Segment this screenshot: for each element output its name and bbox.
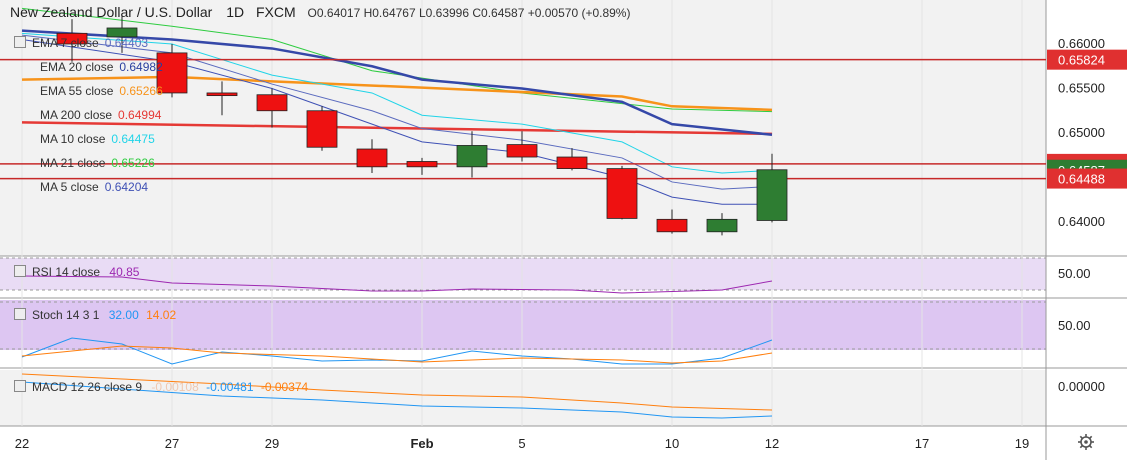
macd-line <box>21 381 773 419</box>
collapse-box-icon[interactable] <box>14 308 26 320</box>
collapse-box-icon[interactable] <box>14 380 26 392</box>
legend-value: 0.64475 <box>111 132 155 146</box>
y-tick-label: 0.66000 <box>1058 36 1105 51</box>
legend-label: MA 10 close <box>40 132 106 146</box>
legend-item: EMA 20 close 0.64982 <box>40 60 163 74</box>
legend-value: 0.65266 <box>119 84 163 98</box>
x-tick-label: 5 <box>518 436 525 451</box>
x-tick-label: 12 <box>765 436 779 451</box>
stoch-legend: Stoch 14 3 1 32.00 14.02 <box>14 308 176 322</box>
rsi-legend: RSI 14 close 40.85 <box>14 265 139 279</box>
candle-body <box>556 156 588 169</box>
legend-value: 0.64982 <box>119 60 163 74</box>
x-tick-label: 10 <box>665 436 679 451</box>
x-tick-label: Feb <box>410 436 433 451</box>
legend-value: 0.64403 <box>104 36 149 50</box>
macd-signal-line <box>21 373 773 411</box>
stoch-label: Stoch 14 3 1 <box>32 308 100 322</box>
legend-label: EMA 7 close <box>32 36 99 50</box>
osc-tick-label: 50.00 <box>1058 266 1091 281</box>
candle-body <box>256 94 288 112</box>
x-tick-label: 19 <box>1015 436 1029 451</box>
stoch-d-line <box>21 345 773 364</box>
candle-body <box>306 110 338 148</box>
candle-body <box>156 52 188 94</box>
price-label-bg <box>1047 168 1127 189</box>
x-tick-label: 27 <box>165 436 179 451</box>
y-tick-label: 0.65500 <box>1058 81 1105 96</box>
candle-body <box>56 32 88 45</box>
legend-item: MA 200 close 0.64994 <box>40 108 161 122</box>
stoch-k-value: 32.00 <box>108 308 139 322</box>
legend-value: 0.64204 <box>104 180 149 194</box>
legend-item: MA 10 close 0.64475 <box>40 132 155 146</box>
rsi-value: 40.85 <box>109 265 140 279</box>
settings-gear-icon[interactable] <box>1078 434 1094 450</box>
rsi-band <box>0 258 1046 290</box>
price-label: 0.65824 <box>1058 53 1105 68</box>
ohlc-readout: O0.64017 H0.64767 L0.63996 C0.64587 +0.0… <box>307 6 631 20</box>
ma21-line <box>21 7 773 113</box>
legend-label: MA 21 close <box>40 156 106 170</box>
candle-body <box>606 168 638 219</box>
legend-item: MA 5 close 0.64204 <box>40 180 148 194</box>
macd-value-3: -0.00374 <box>260 380 309 394</box>
osc-tick-label: 0.00000 <box>1058 379 1105 394</box>
x-tick-label: 17 <box>915 436 929 451</box>
stoch-d-value: 14.02 <box>146 308 177 322</box>
x-tick-label: 22 <box>15 436 29 451</box>
macd-value-1: -0.00108 <box>151 380 199 394</box>
price-label-bg <box>1047 49 1127 70</box>
macd-value-2: -0.00481 <box>206 380 254 394</box>
legend-value: 0.64994 <box>118 108 162 122</box>
symbol-title: New Zealand Dollar / U.S. Dollar <box>10 4 213 20</box>
candle-body <box>106 27 138 38</box>
y-tick-label: 0.64000 <box>1058 214 1105 229</box>
legend-label: EMA 20 close <box>40 60 114 74</box>
legend-item: EMA 7 close 0.64403 <box>14 36 148 50</box>
main-pane-bg <box>0 0 1046 256</box>
legend-item: EMA 55 close 0.65266 <box>40 84 163 98</box>
macd-legend: MACD 12 26 close 9 -0.00108 -0.00481 -0.… <box>14 380 308 394</box>
candle-body <box>706 218 738 233</box>
candle-body <box>756 169 788 221</box>
candle-body <box>656 218 688 233</box>
legend-label: MA 200 close <box>40 108 113 122</box>
y-tick-label: 0.65000 <box>1058 125 1105 140</box>
ema20-line <box>21 29 773 137</box>
legend-item: MA 21 close 0.65226 <box>40 156 155 170</box>
macd-label: MACD 12 26 close 9 <box>32 380 143 394</box>
osc-tick-label: 50.00 <box>1058 318 1091 333</box>
macd-pane-bg <box>0 370 1046 426</box>
candle-body <box>206 92 238 97</box>
stoch-band <box>0 300 1046 350</box>
interval[interactable]: 1D <box>226 4 245 20</box>
price-label: 0.64488 <box>1058 172 1105 187</box>
data-source: FXCM <box>255 4 296 20</box>
collapse-box-icon[interactable] <box>14 36 26 48</box>
legend-label: EMA 55 close <box>40 84 114 98</box>
legend-label: MA 5 close <box>40 180 99 194</box>
candle-body <box>406 161 438 168</box>
candle-body <box>506 144 538 158</box>
rsi-line <box>21 275 773 294</box>
legend-value: 0.65226 <box>111 156 155 170</box>
chart-header: New Zealand Dollar / U.S. Dollar 1D FXCM… <box>10 4 630 20</box>
rsi-label: RSI 14 close <box>32 265 101 279</box>
candle-body <box>456 145 488 168</box>
candle-body <box>356 148 388 168</box>
collapse-box-icon[interactable] <box>14 265 26 277</box>
x-tick-label: 29 <box>265 436 279 451</box>
